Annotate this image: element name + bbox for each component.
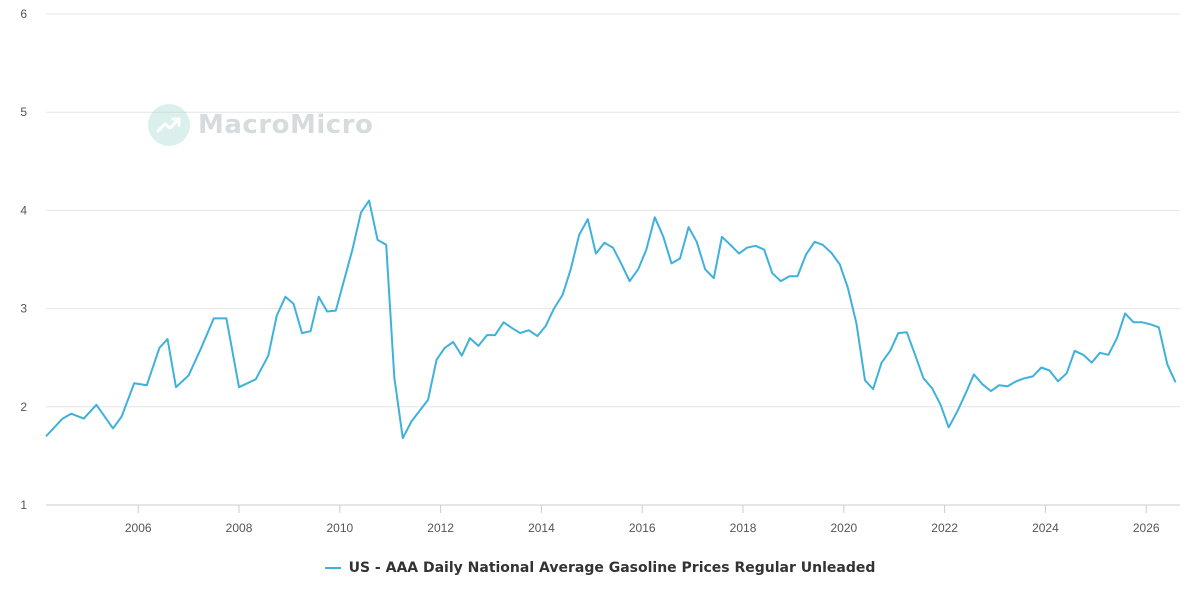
x-tick-label: 2006 — [125, 521, 152, 535]
x-tick-label: 2008 — [226, 521, 253, 535]
y-tick-label: 5 — [20, 105, 27, 119]
y-tick-label: 1 — [20, 498, 27, 512]
x-tick-label: 2016 — [629, 521, 656, 535]
x-tick-label: 2024 — [1032, 521, 1059, 535]
watermark-logo: MacroMicro — [148, 104, 373, 146]
y-tick-label: 4 — [20, 203, 27, 217]
series-layer — [45, 199, 1177, 440]
y-tick-label: 6 — [20, 7, 27, 21]
x-tick-label: 2026 — [1133, 521, 1160, 535]
y-tick-label: 3 — [20, 302, 27, 316]
x-tick-label: 2014 — [528, 521, 555, 535]
series-line-0[interactable] — [45, 199, 1177, 440]
x-tick-label: 2022 — [931, 521, 958, 535]
x-tick-label: 2020 — [830, 521, 857, 535]
x-tick-label: 2018 — [730, 521, 757, 535]
legend-swatch — [324, 567, 341, 569]
legend[interactable]: US - AAA Daily National Average Gasoline… — [0, 560, 1200, 576]
legend-label: US - AAA Daily National Average Gasoline… — [348, 560, 876, 576]
watermark-text: MacroMicro — [198, 110, 374, 140]
grid-lines — [46, 13, 1180, 506]
x-axis-ticks: 2006 2008 2010 2012 2014 2016 2018 2020 2022 2024… — [46, 504, 1180, 535]
x-tick-label: 2012 — [427, 521, 454, 535]
trend-chart-icon — [148, 104, 190, 146]
y-tick-label: 2 — [20, 400, 27, 414]
x-tick-label: 2010 — [326, 521, 353, 535]
y-axis-ticks: 1 2 3 4 5 6 — [20, 7, 27, 512]
